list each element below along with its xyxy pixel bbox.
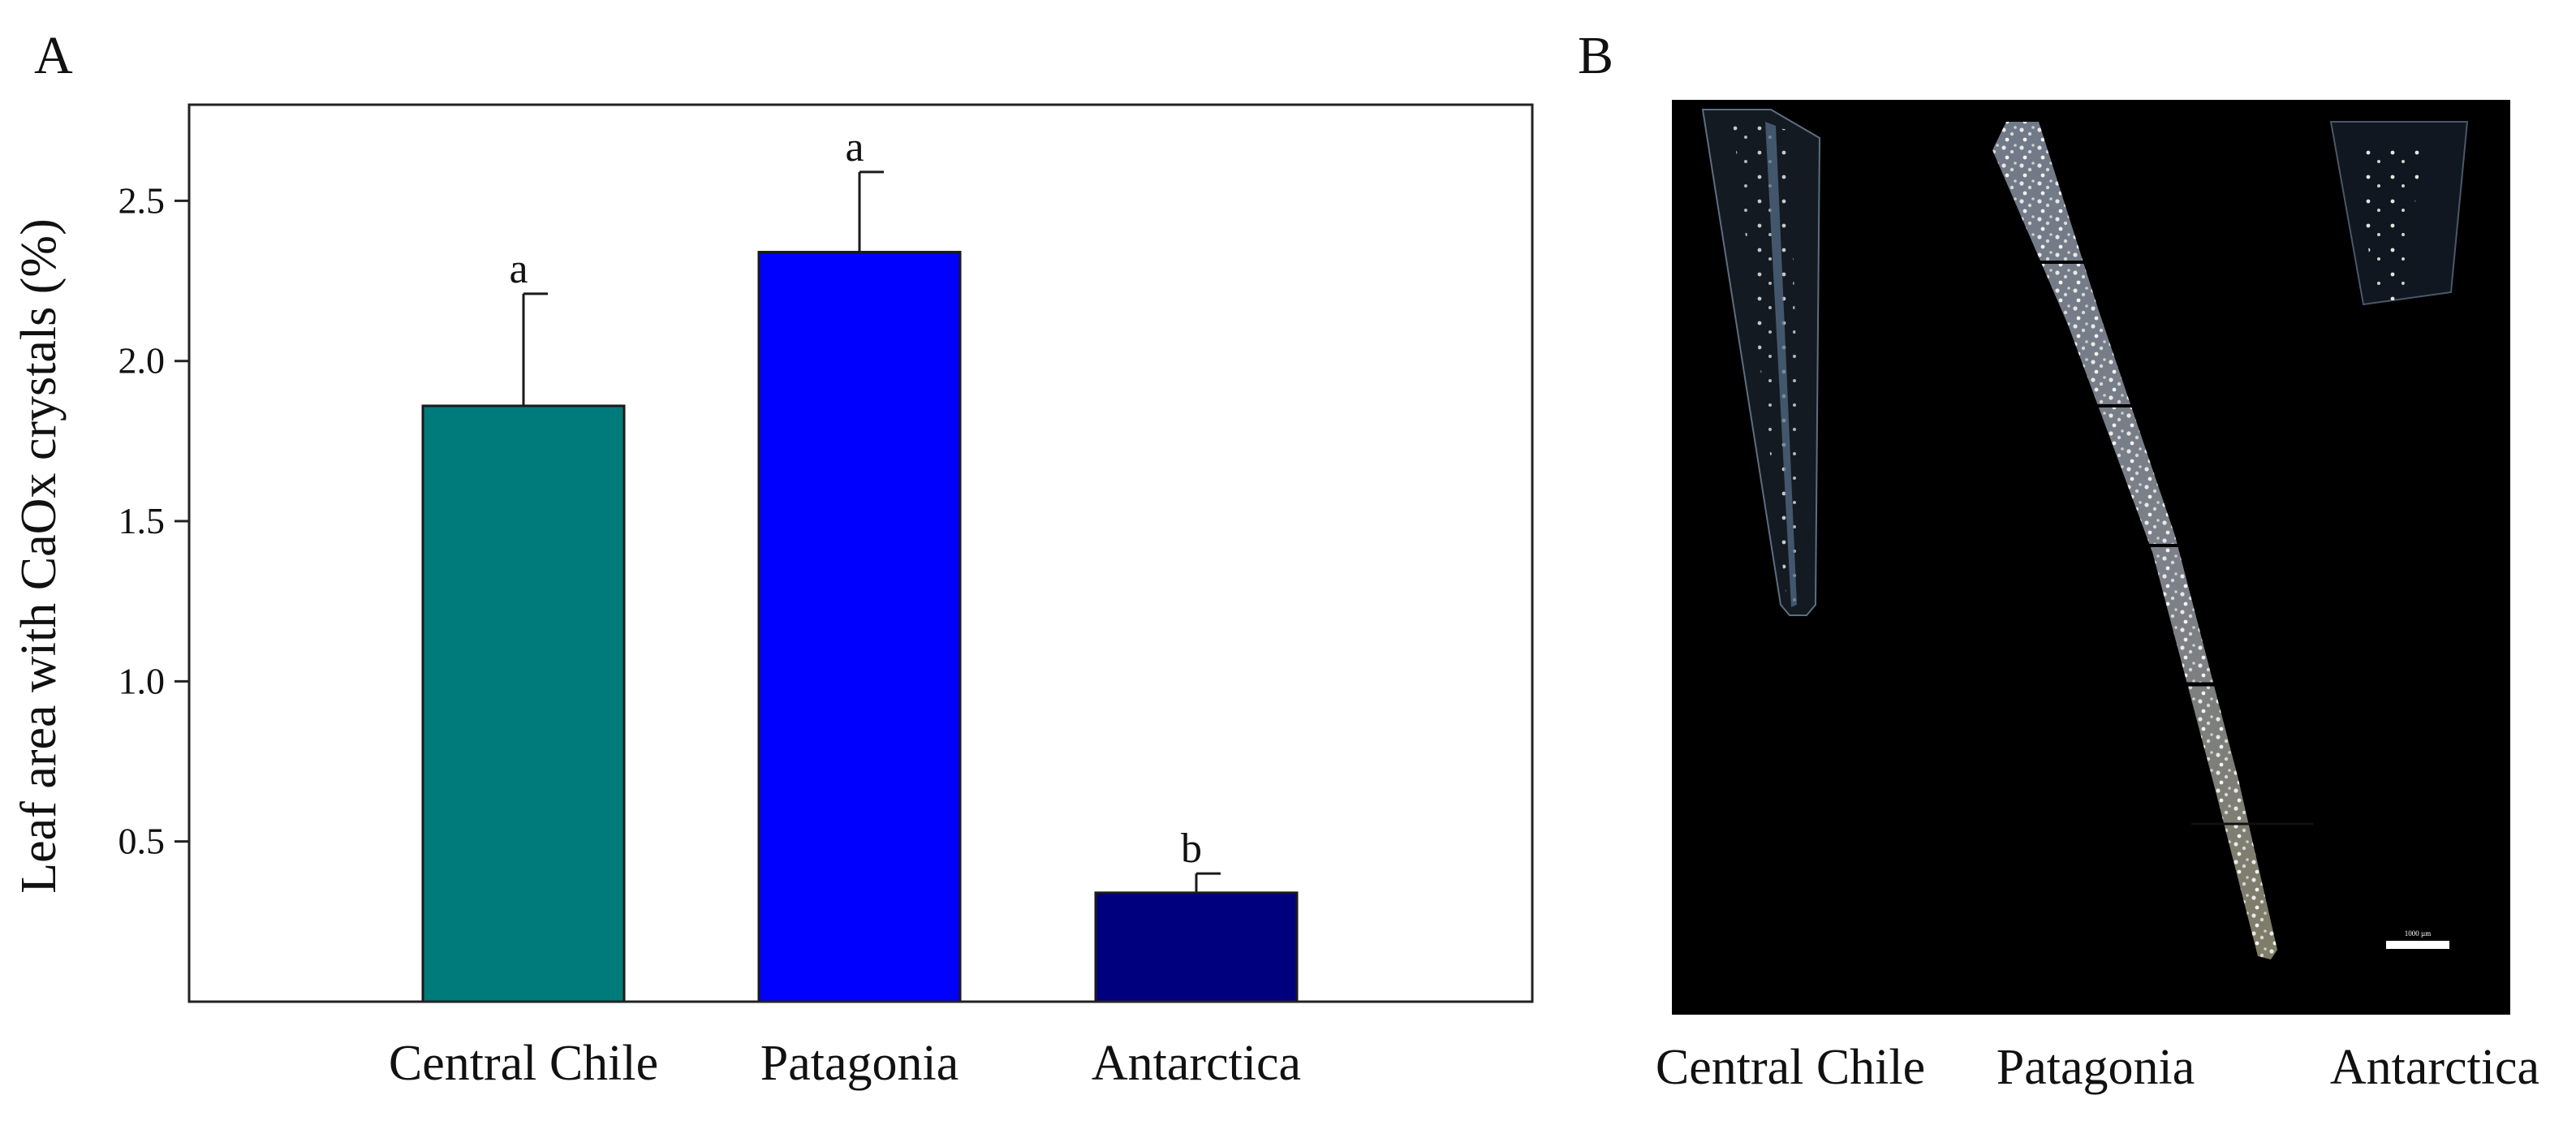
bars-group xyxy=(421,251,1299,1003)
panel-b-letter: B xyxy=(1578,26,1613,85)
category-label-patagonia: Patagonia xyxy=(760,1036,959,1091)
y-tick-label: 2.5 xyxy=(118,179,166,221)
y-tick-label: 0.5 xyxy=(118,821,166,862)
y-tick-label: 1.0 xyxy=(118,660,166,701)
panel-b-label-central-chile: Central Chile xyxy=(1656,1040,1925,1095)
category-label-antarctica: Antarctica xyxy=(1092,1036,1301,1091)
significance-letters-group: a a b xyxy=(509,124,1202,872)
significance-antarctica: b xyxy=(1181,826,1202,872)
y-tick-label: 1.5 xyxy=(118,500,166,541)
y-axis-title: Leaf area with CaOx crystals (%) xyxy=(11,218,67,893)
scale-bar xyxy=(2386,941,2449,949)
significance-central-chile: a xyxy=(509,246,528,292)
bar-antarctica xyxy=(1094,891,1299,1003)
y-ticks-group: 0.5 1.0 1.5 2.0 2.5 xyxy=(118,179,189,862)
plot-frame xyxy=(187,103,1534,1003)
panel-b-label-patagonia: Patagonia xyxy=(1997,1040,2195,1095)
y-tick-label: 2.0 xyxy=(118,340,166,382)
category-label-central-chile: Central Chile xyxy=(389,1036,658,1091)
panel-a-letter: A xyxy=(34,26,73,85)
leaf-central-chile xyxy=(1701,109,1821,616)
error-bars-group xyxy=(522,170,1221,893)
panel-b: B xyxy=(1578,26,2539,1095)
panel-b-label-antarctica: Antarctica xyxy=(2330,1040,2539,1095)
category-labels-group: Central Chile Patagonia Antarctica xyxy=(389,1036,1301,1091)
panel-a: A Leaf area with CaOx crystals (%) a a b 0… xyxy=(11,26,1534,1091)
leaf-patagonia xyxy=(1988,122,2337,959)
bar-central-chile xyxy=(421,404,626,1003)
bar-patagonia xyxy=(757,251,962,1003)
scale-bar-label: 1000 µm xyxy=(2405,929,2431,938)
leaf-antarctica xyxy=(2329,121,2469,306)
significance-patagonia: a xyxy=(845,124,864,170)
